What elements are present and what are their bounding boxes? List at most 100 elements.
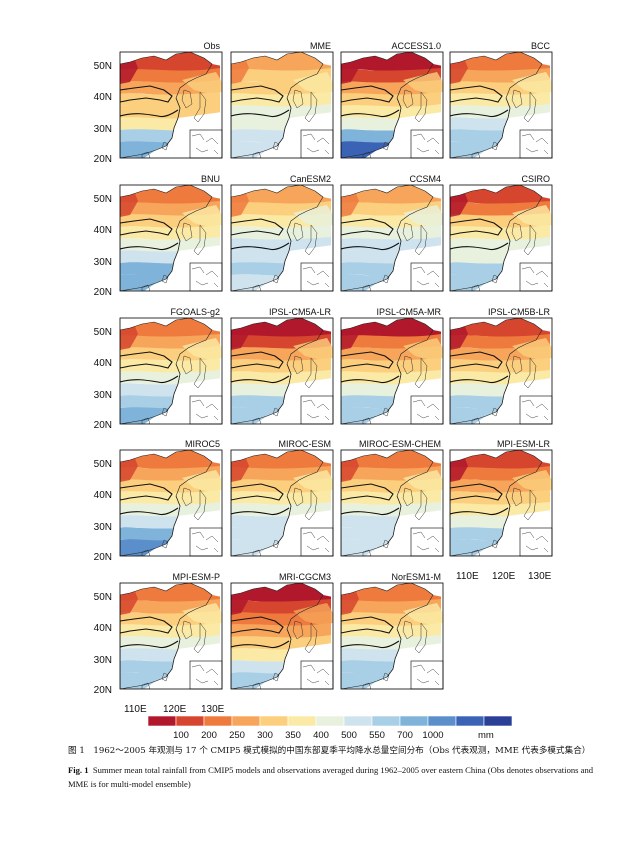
- panel-title: MME: [310, 41, 331, 51]
- lat-label: 40N: [94, 92, 112, 103]
- colorbar-tick: 200: [201, 730, 217, 741]
- hainan-outline: [252, 151, 262, 158]
- outside-mask: [450, 185, 552, 199]
- rainfall-band: [450, 191, 468, 217]
- colorbar-swatch: [315, 715, 345, 727]
- panel-ipsl-cm5b-lr: IPSL-CM5B-LR: [449, 307, 553, 425]
- panel-obs: Obs: [119, 41, 223, 159]
- region-border-north: [231, 218, 284, 236]
- rainfall-band: [450, 456, 468, 482]
- china-border: [450, 185, 543, 291]
- colorbar-tick: 100: [173, 730, 189, 741]
- outside-mask: [450, 52, 552, 66]
- panel-title: ACCESS1.0: [391, 41, 441, 51]
- inset-islands: [191, 133, 219, 155]
- region-border-yangtze: [120, 109, 179, 118]
- korea-outline: [181, 355, 193, 375]
- rainfall-band: [182, 603, 222, 625]
- panel-title: IPSL-CM5A-LR: [269, 307, 332, 317]
- china-border: [120, 450, 213, 556]
- rainfall-band: [512, 338, 552, 360]
- colorbar-swatch: [427, 715, 457, 727]
- panel-frame: [340, 582, 444, 690]
- panel-title: CSIRO: [521, 174, 550, 184]
- inset-islands: [521, 133, 549, 155]
- korea-outline: [511, 222, 523, 242]
- lat-label: 50N: [94, 459, 112, 470]
- panel-title: NorESM1-M: [391, 572, 441, 582]
- inset-frame: [300, 129, 334, 159]
- outside-mask: [231, 318, 333, 332]
- rainfall-band: [341, 58, 359, 84]
- japan-outline: [193, 91, 207, 123]
- taiwan-outline: [161, 672, 169, 682]
- region-border-north: [231, 85, 284, 103]
- inset-frame: [410, 660, 444, 690]
- korea-outline: [181, 487, 193, 507]
- rainfall-band: [120, 589, 138, 615]
- rainfall-band: [293, 205, 333, 227]
- lat-label: 40N: [94, 623, 112, 634]
- hainan-outline: [252, 682, 262, 689]
- lat-label: 30N: [94, 257, 112, 268]
- outside-mask: [231, 583, 333, 597]
- region-border-yangtze: [341, 375, 400, 384]
- region-border-north: [231, 351, 284, 369]
- lat-label: 30N: [94, 522, 112, 533]
- taiwan-outline: [161, 539, 169, 549]
- panel-title: MIROC5: [185, 439, 220, 449]
- coastline: [276, 628, 292, 678]
- outside-mask: [450, 450, 552, 464]
- japan-outline: [193, 489, 207, 521]
- south-china-sea-inset: [300, 527, 334, 557]
- hainan-outline: [252, 417, 262, 424]
- rainfall-band: [450, 92, 550, 109]
- taiwan-outline: [382, 141, 390, 151]
- south-china-sea-inset: [300, 660, 334, 690]
- panel-title: BNU: [201, 174, 220, 184]
- longitude-labels: 110E 120E 130E 110E 120E 130E: [124, 571, 552, 715]
- hainan-outline: [362, 417, 372, 424]
- inset-islands: [302, 531, 330, 553]
- japan-outline: [304, 224, 318, 256]
- rainfall-band: [231, 623, 331, 640]
- lat-label: 50N: [94, 61, 112, 72]
- coastline: [276, 495, 292, 545]
- japan-outline: [193, 224, 207, 256]
- colorbar-swatch: [343, 715, 373, 727]
- korea-outline: [181, 620, 193, 640]
- panel-frame: [340, 317, 444, 425]
- colorbar-tick: 400: [313, 730, 329, 741]
- outside-mask: [341, 450, 443, 464]
- panel-frame: [119, 51, 223, 159]
- region-border-yangtze: [450, 242, 509, 251]
- inset-frame: [300, 527, 334, 557]
- japan-outline: [193, 622, 207, 654]
- colorbar-tick: 250: [229, 730, 245, 741]
- rainfall-band: [231, 92, 331, 109]
- rainfall-band: [450, 358, 550, 375]
- panel-frame: [340, 449, 444, 557]
- lon-label: 120E: [492, 571, 516, 582]
- lat-label: 20N: [94, 552, 112, 563]
- colorbar-swatch: [231, 715, 261, 727]
- rainfall-band: [120, 92, 220, 109]
- taiwan-outline: [382, 407, 390, 417]
- taiwan-outline: [382, 672, 390, 682]
- taiwan-outline: [161, 141, 169, 151]
- colorbar: 100 200 250 300 350 400 500 550 700 1000 mm: [147, 715, 513, 741]
- panel-title: BCC: [531, 41, 551, 51]
- taiwan-outline: [491, 407, 499, 417]
- rainfall-band: [293, 72, 333, 94]
- japan-outline: [414, 91, 428, 123]
- rainfall-band: [512, 72, 552, 94]
- korea-outline: [402, 487, 414, 507]
- china-border: [231, 185, 324, 291]
- rainfall-band: [341, 589, 359, 615]
- panel-ipsl-cm5a-lr: IPSL-CM5A-LR: [230, 307, 334, 425]
- south-china-sea-inset: [410, 395, 444, 425]
- panel-title: MRI-CGCM3: [279, 572, 331, 582]
- panel-miroc-esm-chem: MIROC-ESM-CHEM: [340, 439, 444, 557]
- region-border-yangtze: [231, 242, 290, 251]
- japan-outline: [523, 489, 537, 521]
